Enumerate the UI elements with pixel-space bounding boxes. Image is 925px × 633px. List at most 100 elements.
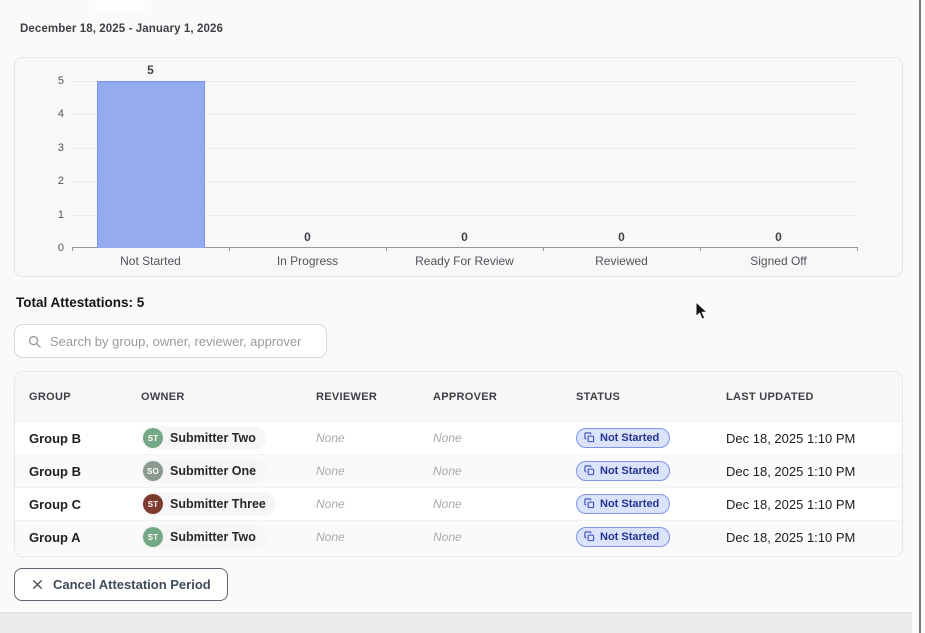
cancel-button-label: Cancel Attestation Period <box>53 577 211 592</box>
chart-column-1: 0 <box>229 81 386 248</box>
owner-cell: ST Submitter Two <box>141 525 316 549</box>
x-axis-tick <box>700 247 701 251</box>
y-axis-tick-label: 2 <box>57 175 64 188</box>
last-updated-cell: Dec 18, 2025 1:10 PM <box>726 496 856 512</box>
table-row[interactable]: Group A ST Submitter Two None None Not Starte… <box>15 521 902 554</box>
category-label: Signed Off <box>750 254 807 268</box>
x-axis-tick <box>386 247 387 251</box>
clipboard-icon <box>584 465 595 476</box>
clipboard-icon <box>584 498 595 509</box>
table-row[interactable]: Group B ST Submitter Two None None Not Starte… <box>15 422 902 455</box>
attestations-table: GROUP OWNER REVIEWER APPROVER STATUS LAS… <box>14 371 903 557</box>
gridline-y3 <box>72 147 857 149</box>
status-cell: Not Started <box>576 460 726 482</box>
gridline-y5 <box>72 81 857 82</box>
bar-value-label: 5 <box>147 63 154 77</box>
gridline-y1 <box>72 214 857 216</box>
approver-cell: None <box>433 530 462 544</box>
category-label: In Progress <box>276 254 339 268</box>
chart-column-3: 0 <box>543 81 700 248</box>
category-label: Not Started <box>120 254 181 268</box>
table-body: Group B ST Submitter Two None None Not Starte… <box>15 422 902 554</box>
bar-value-label: 0 <box>461 230 468 244</box>
chart-columns: 5 0 0 0 0 <box>72 63 857 248</box>
column-header-owner: OWNER <box>141 390 185 403</box>
chart-column-4: 0 <box>700 81 857 248</box>
chart-plot-area: 0 1 2 3 4 5 <box>58 75 858 254</box>
column-header-status: STATUS <box>576 390 621 403</box>
status-badge-label: Not Started <box>600 530 660 543</box>
avatar: SO <box>143 461 163 481</box>
column-header-group: GROUP <box>29 390 71 403</box>
gridline-y2 <box>72 181 857 183</box>
bar-value-label: 0 <box>304 230 311 244</box>
chart-bar <box>96 81 205 248</box>
bar-value-label: 0 <box>775 230 782 244</box>
avatar: ST <box>143 527 163 547</box>
status-cell: Not Started <box>576 427 726 449</box>
category-label: Ready For Review <box>415 254 514 268</box>
last-updated-cell: Dec 18, 2025 1:10 PM <box>726 529 856 545</box>
y-axis-tick-label: 5 <box>57 75 64 87</box>
cancel-attestation-period-button[interactable]: Cancel Attestation Period <box>14 568 228 601</box>
table-row[interactable]: Group C ST Submitter Three None None Not Star… <box>15 488 902 521</box>
status-badge: Not Started <box>576 427 671 448</box>
owner-chip: SO Submitter One <box>141 459 267 483</box>
chart-column-2: 0 <box>386 81 543 248</box>
owner-cell: SO Submitter One <box>141 459 316 483</box>
status-badge: Not Started <box>576 460 671 481</box>
chart-column-0: 5 <box>72 63 229 248</box>
approver-cell: None <box>433 431 462 445</box>
column-header-reviewer: REVIEWER <box>316 390 378 403</box>
avatar: ST <box>143 428 163 448</box>
last-updated-cell: Dec 18, 2025 1:10 PM <box>726 430 856 446</box>
bar-value-label: 0 <box>618 230 625 244</box>
owner-cell: ST Submitter Two <box>141 426 316 450</box>
status-badge-label: Not Started <box>600 497 660 510</box>
scrolled-off-element-remnant <box>95 0 145 13</box>
owner-chip: ST Submitter Two <box>141 525 266 549</box>
group-cell: Group B <box>29 430 81 446</box>
status-badge: Not Started <box>576 493 671 514</box>
owner-cell: ST Submitter Three <box>141 492 316 516</box>
category-label: Reviewed <box>595 254 648 268</box>
status-badge-label: Not Started <box>600 431 660 444</box>
status-badge: Not Started <box>576 526 671 547</box>
bottom-strip <box>0 613 912 633</box>
table-row[interactable]: Group B SO Submitter One None None Not Starte… <box>15 455 902 488</box>
scrollbar-thumb[interactable] <box>919 0 921 633</box>
status-cell: Not Started <box>576 526 726 548</box>
status-cell: Not Started <box>576 493 726 515</box>
y-axis-tick-label: 4 <box>57 108 64 121</box>
reviewer-cell: None <box>316 497 345 511</box>
x-axis-tick <box>72 247 73 251</box>
last-updated-cell: Dec 18, 2025 1:10 PM <box>726 463 856 479</box>
group-cell: Group C <box>29 496 81 512</box>
group-cell: Group A <box>29 529 81 545</box>
x-axis-tick <box>229 247 230 251</box>
search-input[interactable] <box>50 333 320 349</box>
owner-name: Submitter Two <box>170 431 256 445</box>
attestation-search[interactable] <box>14 324 327 358</box>
x-axis-tick <box>543 247 544 251</box>
approver-cell: None <box>433 497 462 511</box>
status-badge-label: Not Started <box>600 464 660 477</box>
bottom-divider <box>0 612 912 613</box>
attestation-status-chart: 0 1 2 3 4 5 5 0 0 0 0 Not Started In Progress Ready… <box>14 57 903 277</box>
attestation-period-date-range: December 18, 2025 - January 1, 2026 <box>20 23 223 35</box>
y-axis-tick-label: 0 <box>57 242 64 254</box>
reviewer-cell: None <box>316 530 345 544</box>
owner-name: Submitter Three <box>170 497 266 511</box>
y-axis-tick-label: 1 <box>57 208 64 221</box>
table-header-row: GROUP OWNER REVIEWER APPROVER STATUS LAS… <box>15 372 902 422</box>
group-cell: Group B <box>29 463 81 479</box>
clipboard-icon <box>584 531 595 542</box>
reviewer-cell: None <box>316 464 345 478</box>
mouse-cursor <box>695 300 709 321</box>
gridline-y4 <box>72 114 857 116</box>
x-axis-tick <box>857 247 858 251</box>
owner-name: Submitter Two <box>170 530 256 544</box>
approver-cell: None <box>433 464 462 478</box>
reviewer-cell: None <box>316 431 345 445</box>
owner-chip: ST Submitter Two <box>141 426 266 450</box>
